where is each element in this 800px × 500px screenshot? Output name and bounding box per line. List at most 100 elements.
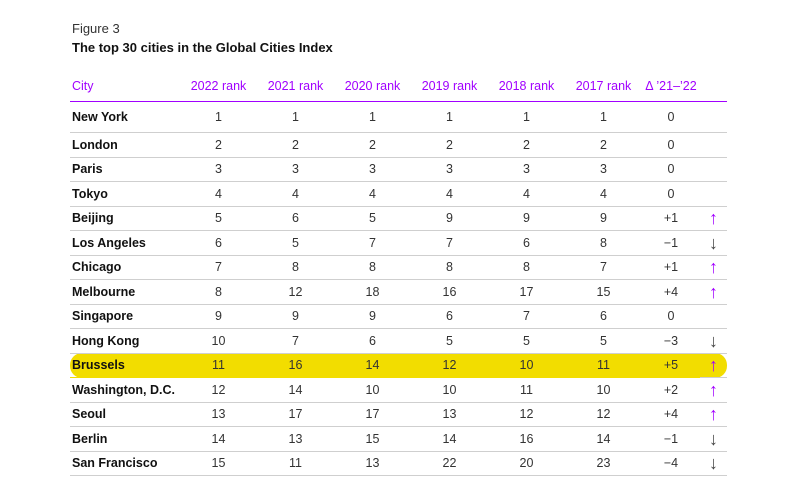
header-2022-rank: 2022 rank <box>180 70 257 102</box>
arrow-down-icon: ↓ <box>709 453 718 474</box>
trend-cell <box>700 132 727 158</box>
rank-2020-cell: 13 <box>334 451 411 476</box>
rank-2018-cell: 17 <box>488 279 565 305</box>
table-row: Paris 3 3 3 3 3 3 0 <box>70 157 727 182</box>
delta-cell: −1 <box>642 230 700 256</box>
arrow-up-icon: ↑ <box>709 404 718 425</box>
rank-2020-cell: 14 <box>334 353 411 378</box>
rank-2021-cell: 8 <box>257 255 334 280</box>
rank-2018-cell: 6 <box>488 230 565 256</box>
rank-2022-cell: 9 <box>180 304 257 329</box>
rank-2021-cell: 11 <box>257 451 334 476</box>
city-cell: Beijing <box>70 206 180 231</box>
rank-2017-cell: 10 <box>565 377 642 403</box>
city-cell: Seoul <box>70 402 180 427</box>
rank-2019-cell: 14 <box>411 426 488 452</box>
rank-2019-cell: 6 <box>411 304 488 329</box>
rank-2019-cell: 10 <box>411 377 488 403</box>
rank-2018-cell: 11 <box>488 377 565 403</box>
city-cell: London <box>70 132 180 158</box>
trend-cell <box>700 157 727 182</box>
rank-2021-cell: 1 <box>257 101 334 133</box>
delta-cell: +4 <box>642 402 700 427</box>
rank-2022-cell: 3 <box>180 157 257 182</box>
delta-cell: +1 <box>642 255 700 280</box>
trend-cell: ↑ <box>700 353 727 378</box>
rank-2021-cell: 3 <box>257 157 334 182</box>
trend-cell <box>700 181 727 207</box>
table-row: Melbourne 8 12 18 16 17 15 +4 ↑ <box>70 279 727 305</box>
arrow-up-icon: ↑ <box>709 257 718 278</box>
rank-2022-cell: 5 <box>180 206 257 231</box>
rank-2021-cell: 16 <box>257 353 334 378</box>
rank-2021-cell: 2 <box>257 132 334 158</box>
rank-2017-cell: 1 <box>565 101 642 133</box>
rank-2021-cell: 4 <box>257 181 334 207</box>
rank-2017-cell: 4 <box>565 181 642 207</box>
rank-2018-cell: 4 <box>488 181 565 207</box>
rank-2018-cell: 12 <box>488 402 565 427</box>
delta-cell: 0 <box>642 181 700 207</box>
rank-2019-cell: 1 <box>411 101 488 133</box>
rank-2019-cell: 2 <box>411 132 488 158</box>
header-2019-rank: 2019 rank <box>411 70 488 102</box>
figure-title: The top 30 cities in the Global Cities I… <box>72 40 333 55</box>
trend-cell: ↑ <box>700 377 727 403</box>
city-cell: New York <box>70 101 180 133</box>
header-2017-rank: 2017 rank <box>565 70 642 102</box>
city-cell: Berlin <box>70 426 180 452</box>
rank-2021-cell: 14 <box>257 377 334 403</box>
rank-2017-cell: 7 <box>565 255 642 280</box>
delta-cell: +5 <box>642 353 700 378</box>
rank-2019-cell: 7 <box>411 230 488 256</box>
figure-label: Figure 3 <box>72 21 120 36</box>
rank-2020-cell: 6 <box>334 328 411 354</box>
rank-2020-cell: 4 <box>334 181 411 207</box>
table-row: Washington, D.C. 12 14 10 10 11 10 +2 ↑ <box>70 377 727 403</box>
rank-2019-cell: 4 <box>411 181 488 207</box>
header-trend <box>700 70 727 102</box>
arrow-up-icon: ↑ <box>709 281 718 302</box>
header-2021-rank: 2021 rank <box>257 70 334 102</box>
rank-2020-cell: 9 <box>334 304 411 329</box>
delta-cell: 0 <box>642 304 700 329</box>
arrow-down-icon: ↓ <box>709 232 718 253</box>
table-row: Seoul 13 17 17 13 12 12 +4 ↑ <box>70 402 727 427</box>
rank-2022-cell: 1 <box>180 101 257 133</box>
arrow-up-icon: ↑ <box>709 355 718 376</box>
rank-2017-cell: 15 <box>565 279 642 305</box>
rank-2017-cell: 6 <box>565 304 642 329</box>
rank-2022-cell: 10 <box>180 328 257 354</box>
rank-2017-cell: 5 <box>565 328 642 354</box>
rank-2018-cell: 7 <box>488 304 565 329</box>
rank-2019-cell: 12 <box>411 353 488 378</box>
city-cell: Los Angeles <box>70 230 180 256</box>
arrow-down-icon: ↓ <box>709 330 718 351</box>
rank-2022-cell: 15 <box>180 451 257 476</box>
rank-2017-cell: 2 <box>565 132 642 158</box>
rank-2020-cell: 18 <box>334 279 411 305</box>
rank-2019-cell: 22 <box>411 451 488 476</box>
rank-2021-cell: 7 <box>257 328 334 354</box>
city-cell: Singapore <box>70 304 180 329</box>
header-delta: Δ ’21–’22 <box>642 70 700 102</box>
city-cell: Washington, D.C. <box>70 377 180 403</box>
rank-2020-cell: 3 <box>334 157 411 182</box>
trend-cell: ↓ <box>700 451 727 476</box>
table-row: Los Angeles 6 5 7 7 6 8 −1 ↓ <box>70 230 727 256</box>
city-cell: San Francisco <box>70 451 180 476</box>
rank-2019-cell: 3 <box>411 157 488 182</box>
trend-cell: ↓ <box>700 230 727 256</box>
rank-2022-cell: 13 <box>180 402 257 427</box>
table-row: Tokyo 4 4 4 4 4 4 0 <box>70 181 727 207</box>
trend-cell: ↓ <box>700 328 727 354</box>
table-row: New York 1 1 1 1 1 1 0 <box>70 101 727 133</box>
rank-2017-cell: 12 <box>565 402 642 427</box>
rank-2018-cell: 5 <box>488 328 565 354</box>
city-cell: Chicago <box>70 255 180 280</box>
rank-2018-cell: 1 <box>488 101 565 133</box>
rank-2022-cell: 4 <box>180 181 257 207</box>
delta-cell: 0 <box>642 132 700 158</box>
table-body: New York 1 1 1 1 1 1 0 London 2 2 2 2 2 2 0 Paris 3 3 3 3 3 3 0… <box>70 101 727 476</box>
rank-2018-cell: 3 <box>488 157 565 182</box>
